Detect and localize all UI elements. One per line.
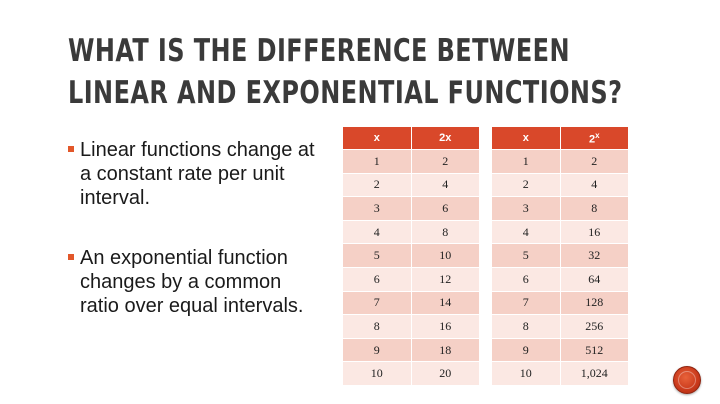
cell-value: 18 [411,337,479,362]
table-header-row: x 2x [343,127,479,150]
table-row: 5 32 [492,243,628,268]
cell-value: 16 [411,314,479,339]
cell-x: 6 [492,266,561,292]
cell-x: 5 [343,243,412,268]
table-row: 5 10 [343,243,479,268]
cell-x: 3 [343,196,412,221]
cell-value: 256 [560,314,628,339]
cell-x: 6 [343,266,412,292]
cell-x: 1 [492,149,561,174]
cell-value: 512 [560,337,628,362]
cell-value: 12 [411,266,479,292]
cell-value: 32 [560,243,628,268]
cell-x: 7 [343,290,412,315]
header-exponent: x [595,130,600,140]
table-row: 7 128 [492,290,628,315]
cell-value: 4 [411,172,479,197]
cell-x: 4 [492,219,561,244]
linear-table-body: 1 2 2 4 3 6 4 8 5 10 6 12 7 14 8 16 9 18 10 20 [343,149,479,385]
header-2-power-x: 2x [560,127,628,150]
table-row: 6 64 [492,266,628,292]
circle-button-ring [678,371,696,389]
header-x: x [492,127,561,150]
cell-x: 2 [343,172,412,197]
cell-value: 20 [411,361,479,385]
table-row: 9 512 [492,337,628,362]
table-row: 8 256 [492,314,628,339]
cell-x: 10 [492,361,561,385]
cell-x: 1 [343,149,412,174]
table-header-row: x 2x [492,127,628,150]
cell-value: 4 [560,172,628,197]
table-row: 10 20 [343,361,479,385]
table-row: 9 18 [343,337,479,362]
cell-x: 2 [492,172,561,197]
bullet-list: Linear functions change at a constant ra… [68,138,323,354]
cell-value: 16 [560,219,628,244]
cell-x: 7 [492,290,561,315]
cell-x: 3 [492,196,561,221]
exponential-table: x 2x 1 2 2 4 3 8 4 16 5 32 6 64 7 128 8 256 9 512 10 1,024 [492,127,628,385]
table-row: 10 1,024 [492,361,628,385]
cell-x: 8 [343,314,412,339]
cell-value: 8 [560,196,628,221]
table-row: 6 12 [343,266,479,292]
cell-x: 9 [492,337,561,362]
cell-value: 14 [411,290,479,315]
bullet-item: An exponential function changes by a com… [68,246,323,318]
cell-value: 128 [560,290,628,315]
cell-value: 10 [411,243,479,268]
slide-title: What is the difference between linear an… [68,30,623,114]
cell-value: 6 [411,196,479,221]
table-row: 8 16 [343,314,479,339]
table-row: 7 14 [343,290,479,315]
cell-value: 1,024 [560,361,628,385]
bullet-marker-icon [68,146,74,152]
bullet-item: Linear functions change at a constant ra… [68,138,323,210]
cell-x: 9 [343,337,412,362]
header-x: x [343,127,412,150]
cell-x: 4 [343,219,412,244]
header-base: 2 [588,133,596,146]
bullet-text: An exponential function changes by a com… [80,247,304,317]
cell-x: 5 [492,243,561,268]
linear-table: x 2x 1 2 2 4 3 6 4 8 5 10 6 12 7 14 8 16 9 18 10 20 [343,127,479,385]
cell-x: 10 [343,361,412,385]
circle-button-icon[interactable] [673,366,701,394]
bullet-marker-icon [68,254,74,260]
bullet-text: Linear functions change at a constant ra… [80,139,315,209]
header-2x: 2x [411,127,479,150]
cell-x: 8 [492,314,561,339]
title-line-2: linear and exponential functions? [68,75,623,111]
table-row: 4 16 [492,219,628,244]
cell-value: 2 [411,149,479,174]
cell-value: 64 [560,266,628,292]
title-line-1: What is the difference between [68,33,570,69]
cell-value: 8 [411,219,479,244]
exponential-table-body: 1 2 2 4 3 8 4 16 5 32 6 64 7 128 8 256 9 512 10 1,024 [492,149,628,385]
cell-value: 2 [560,149,628,174]
